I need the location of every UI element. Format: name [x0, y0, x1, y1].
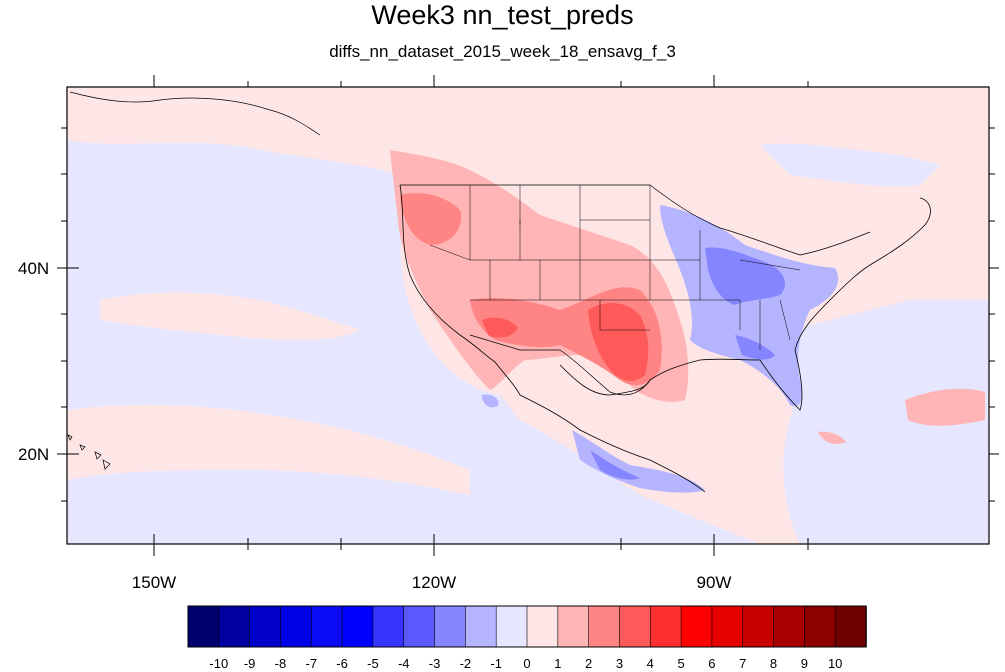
west-us-positive-3 [400, 193, 461, 245]
colorbar-label: -1 [490, 656, 502, 671]
colorbar-swatch [403, 605, 436, 648]
arizona-positive-4 [482, 317, 518, 338]
texas-positive-4 [588, 303, 649, 382]
colorbar-label: 1 [554, 656, 561, 671]
plot-subtitle: diffs_nn_dataset_2015_week_18_ensavg_f_3 [329, 42, 676, 61]
colorbar-label: 4 [647, 656, 654, 671]
map-ticks [57, 75, 999, 556]
gulf-positive-patch [818, 431, 846, 444]
colorbar-swatch [588, 605, 621, 648]
colorbar-swatch [310, 605, 343, 648]
colorbar-swatch [711, 605, 744, 648]
colorbar-swatch [249, 605, 282, 648]
colorbar-label: -5 [367, 656, 379, 671]
map-panel: 40N 20N 150W 120W 90W [18, 75, 999, 592]
map-frame [66, 86, 990, 545]
us-mexico-border [469, 334, 651, 396]
colorbar-label: -6 [336, 656, 348, 671]
east-us-negative-3 [705, 247, 785, 305]
colorbar-label: -8 [275, 656, 287, 671]
colorbar-label: -2 [460, 656, 472, 671]
colorbar-label: -10 [209, 656, 228, 671]
colorbar-swatch [218, 605, 251, 648]
colorbar-label: 2 [585, 656, 592, 671]
colorbar: -10 -9 -8 -7 -6 -5 -4 -3 -2 -1 0 1 2 3 4 5 6 7 8 9 10 [187, 605, 867, 671]
colorbar-label: 10 [828, 656, 842, 671]
pacific-positive-band [67, 404, 470, 495]
colorbar-swatch [557, 605, 590, 648]
colorbar-swatch [372, 605, 405, 648]
colorbar-swatch [465, 605, 497, 648]
colorbar-swatch [495, 605, 528, 648]
hawaii-islands [67, 434, 111, 470]
colorbar-swatch [742, 605, 775, 648]
colorbar-label: -9 [244, 656, 256, 671]
colorbar-label: 8 [770, 656, 777, 671]
lat-label-40n: 40N [18, 259, 49, 278]
colorbar-label: -7 [305, 656, 317, 671]
north-america-coastline [399, 184, 931, 493]
colorbar-swatch [680, 605, 713, 648]
mexico-negative-2 [572, 430, 705, 493]
colorbar-swatch [773, 605, 806, 648]
colorbar-swatch [280, 605, 313, 648]
us-border [400, 184, 871, 256]
colorbar-frame [187, 605, 867, 648]
alaska-coastline [69, 91, 321, 136]
southeast-negative-3 [735, 335, 775, 360]
colorbar-swatch [834, 605, 867, 648]
lat-label-20n: 20N [18, 445, 49, 464]
colorbar-swatch [526, 605, 559, 648]
baja-negative-2 [482, 394, 499, 408]
colorbar-swatch [649, 605, 682, 648]
north-negative-patch [760, 143, 940, 187]
colorbar-swatch [619, 605, 652, 648]
lon-label-90w: 90W [697, 573, 732, 592]
state-boundaries [429, 185, 801, 350]
plot-title: Week3 nn_test_preds [371, 0, 634, 30]
colorbar-label: 0 [523, 656, 530, 671]
mid-pacific-positive-patch [100, 292, 360, 340]
colorbar-swatch [341, 605, 374, 648]
lon-label-150w: 150W [132, 573, 176, 592]
colorbar-label: 5 [677, 656, 684, 671]
colorbar-label: 9 [801, 656, 808, 671]
atlantic-negative-region [783, 300, 989, 544]
colorbar-swatch [804, 605, 836, 648]
colorbar-swatch [434, 605, 467, 648]
colorbar-label: -4 [398, 656, 410, 671]
east-us-negative-2 [660, 205, 839, 407]
mexico-negative-3 [590, 450, 640, 480]
colorbar-label: 7 [739, 656, 746, 671]
caribbean-positive-2 [905, 388, 985, 426]
colorbar-swatch [187, 605, 220, 648]
lon-label-120w: 120W [412, 573, 456, 592]
colorbar-label: 6 [708, 656, 715, 671]
colorbar-label: 3 [616, 656, 623, 671]
colorbar-label: -3 [429, 656, 441, 671]
